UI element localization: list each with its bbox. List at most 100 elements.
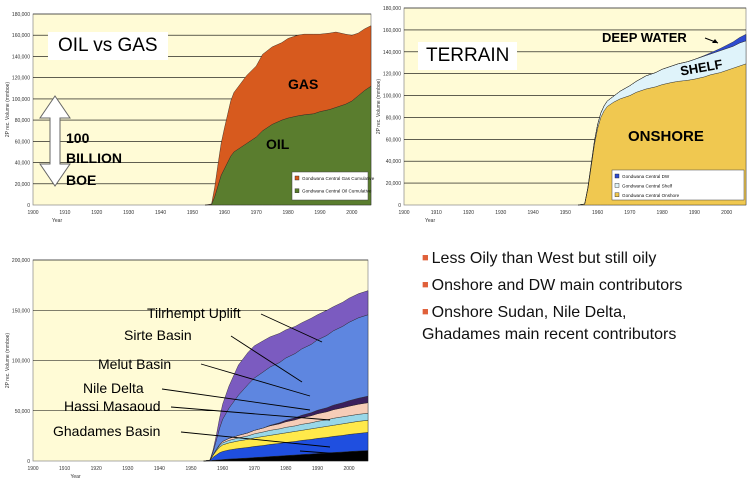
arrow-shape xyxy=(39,95,71,187)
x-tick-label: 1900 xyxy=(27,466,38,472)
area-series-3 xyxy=(578,33,747,206)
x-tick-label: 1940 xyxy=(155,210,166,216)
chart3-label-melut: Melut Basin xyxy=(98,356,172,372)
x-tick-label: 2000 xyxy=(343,466,354,472)
chart2-title: TERRAIN xyxy=(418,42,518,70)
chart1-label-gas: GAS xyxy=(288,76,319,92)
legend-label: Gondwana Central Onshore xyxy=(622,193,680,198)
chart-2: 0 20,000 40,000 60,000 80,000 100,000 120,000 1… xyxy=(376,6,747,224)
leader-line xyxy=(161,388,311,411)
y-tick-label: 60,000 xyxy=(15,139,31,145)
chart1-annot-line2: BILLION xyxy=(66,150,122,166)
legend-label: Gondwana Central Oil Cumulative xyxy=(302,189,372,194)
y-tick-label: 140,000 xyxy=(12,54,30,60)
legend-box xyxy=(611,169,745,201)
x-tick-label: 1960 xyxy=(217,466,228,472)
legend-swatch xyxy=(614,192,620,197)
legend-swatch xyxy=(294,188,300,193)
x-axis-label: Year xyxy=(425,218,435,224)
y-tick-label: 100,000 xyxy=(12,97,30,103)
x-tick-label: 2000 xyxy=(721,210,732,216)
legend-swatch xyxy=(614,173,620,179)
bullet-square-icon: ■ xyxy=(422,279,429,291)
x-tick-label: 1940 xyxy=(154,466,165,472)
x-tick-label: 1960 xyxy=(219,210,230,216)
y-tick-label: 80,000 xyxy=(386,115,402,121)
y-tick-label: 80,000 xyxy=(15,118,31,124)
legend-swatch xyxy=(614,183,620,188)
y-tick-label: 0 xyxy=(398,203,401,209)
x-tick-label: 1980 xyxy=(283,210,294,216)
leader-line xyxy=(180,431,331,448)
bullet-3: ■ Onshore Sudan, Nile Delta, xyxy=(422,304,626,322)
y-tick-label: 20,000 xyxy=(15,182,31,188)
bullet-2: ■ Onshore and DW main contributors xyxy=(422,277,682,295)
y-tick-label: 150,000 xyxy=(12,308,30,314)
y-tick-label: 100,000 xyxy=(12,359,30,365)
y-tick-label: 120,000 xyxy=(12,76,30,82)
y-axis-label: 2P rec. Volume (mmboe) xyxy=(5,333,11,389)
leader-line xyxy=(200,363,311,397)
y-tick-label: 160,000 xyxy=(383,28,401,34)
x-tick-label: 1930 xyxy=(495,210,506,216)
legend-label: Gondwana Central DW xyxy=(622,174,670,179)
bullet-1: ■ Less Oily than West but still oily xyxy=(422,250,656,268)
leader-line xyxy=(299,450,356,456)
legend: Gondwana Central DW Gondwana Central Shel… xyxy=(611,169,745,201)
y-tick-label: 100,000 xyxy=(383,94,401,100)
y-tick-label: 50,000 xyxy=(15,409,31,415)
annotation-arrow-icon xyxy=(39,95,71,187)
x-tick-label: 1900 xyxy=(27,210,38,216)
chart3-label-sirte: Sirte Basin xyxy=(124,327,192,343)
chart1-annot-line3: BOE xyxy=(66,172,97,188)
y-tick-label: 60,000 xyxy=(386,137,402,143)
chart-3: 0 50,000 100,000 150,000 200,000 1900 1910 1920… xyxy=(5,258,369,480)
bullet-square-icon: ■ xyxy=(422,306,429,318)
bullet-3-cont-text: Ghadames main recent contributors xyxy=(422,326,677,343)
y-tick-label: 180,000 xyxy=(12,12,30,18)
x-tick-label: 1990 xyxy=(314,210,325,216)
legend-label: Gondwana Central Shelf xyxy=(622,183,673,188)
x-axis-label: Year xyxy=(71,474,81,480)
y-tick-label: 120,000 xyxy=(383,72,401,78)
leader-line xyxy=(260,313,323,343)
bullet-1-text: Less Oily than West but still oily xyxy=(431,250,657,267)
x-tick-label: 1980 xyxy=(280,466,291,472)
deepwater-pointer-head xyxy=(712,39,718,43)
x-tick-label: 1950 xyxy=(185,466,196,472)
x-tick-label: 1930 xyxy=(122,466,133,472)
x-tick-label: 1960 xyxy=(592,210,603,216)
chart1-title: OIL vs GAS xyxy=(48,32,168,60)
chart3-label-nile: Nile Delta xyxy=(83,380,144,396)
area-series-2 xyxy=(205,25,372,206)
y-tick-label: 40,000 xyxy=(15,161,31,167)
x-tick-label: 1930 xyxy=(123,210,134,216)
bullet-3-text: Onshore Sudan, Nile Delta, xyxy=(431,304,627,321)
y-tick-label: 0 xyxy=(27,459,30,465)
x-tick-label: 1920 xyxy=(91,210,102,216)
x-tick-label: 1910 xyxy=(59,466,70,472)
x-tick-label: 1970 xyxy=(624,210,635,216)
x-tick-label: 1950 xyxy=(187,210,198,216)
x-tick-label: 1910 xyxy=(59,210,70,216)
x-tick-label: 1940 xyxy=(527,210,538,216)
leader-line xyxy=(230,335,303,383)
chart2-label-deepwater: DEEP WATER xyxy=(602,30,687,45)
chart1-annot-line1: 100 xyxy=(66,130,90,146)
x-tick-label: 1970 xyxy=(251,210,262,216)
x-tick-label: 1980 xyxy=(657,210,668,216)
x-tick-label: 1970 xyxy=(249,466,260,472)
y-tick-label: 160,000 xyxy=(12,33,30,39)
area-series-8 xyxy=(203,290,369,462)
x-tick-label: 2000 xyxy=(346,210,357,216)
legend-label: Gondwana Central Gas Cumulative xyxy=(302,176,375,181)
bullet-2-text: Onshore and DW main contributors xyxy=(431,277,683,294)
y-tick-label: 20,000 xyxy=(386,181,402,187)
x-tick-label: 1990 xyxy=(312,466,323,472)
y-tick-label: 40,000 xyxy=(386,159,402,165)
y-tick-label: 140,000 xyxy=(383,50,401,56)
legend-box xyxy=(291,171,369,201)
legend-swatch xyxy=(294,175,300,181)
x-tick-label: 1900 xyxy=(398,210,409,216)
